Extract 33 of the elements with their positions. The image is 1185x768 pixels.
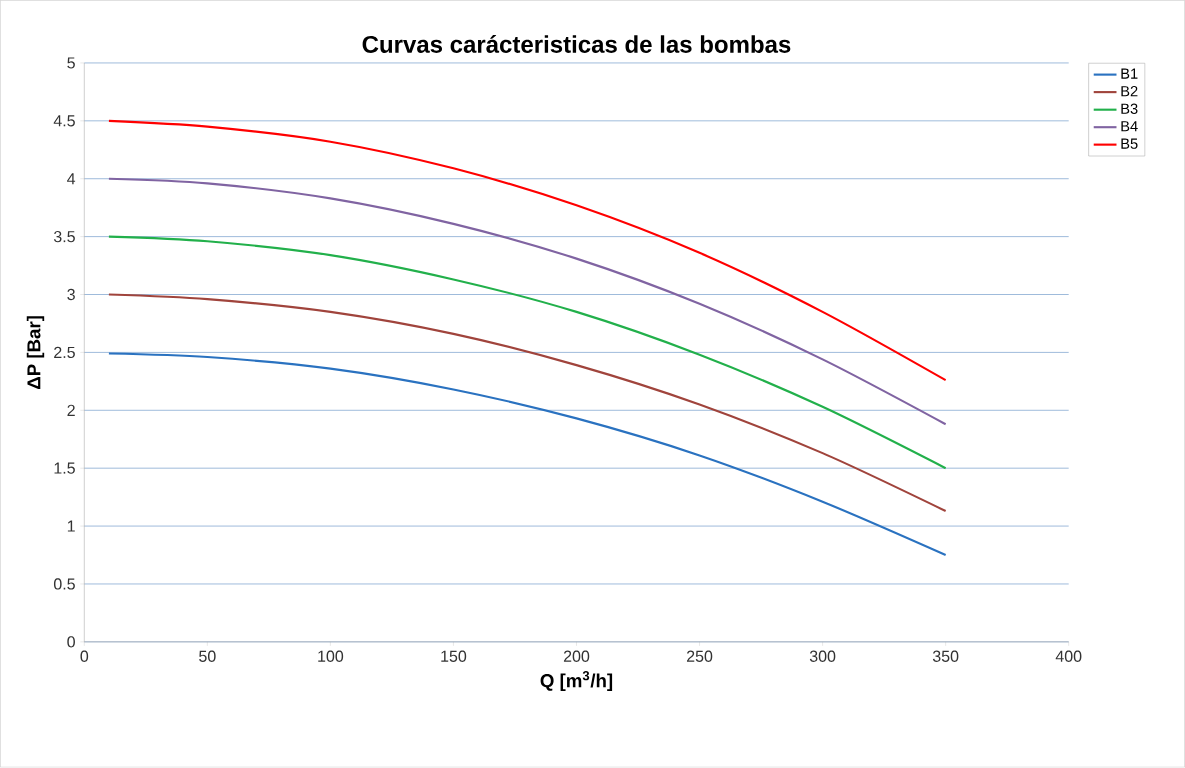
y-tick-label: 2.5 <box>54 346 75 359</box>
x-tick-label: 100 <box>318 650 344 663</box>
y-tick-label: 1.5 <box>54 462 75 475</box>
line-series <box>107 177 947 426</box>
x-tick-label: 400 <box>1055 650 1082 663</box>
y-tick-label: 3.5 <box>53 231 75 243</box>
legend-label: B1 <box>1121 68 1138 79</box>
line-series <box>107 352 947 557</box>
x-axis-title: Q [m$^{3}$/h] <box>540 671 613 692</box>
legend-label: B3 <box>1121 103 1138 115</box>
y-tick-label: 5 <box>67 57 75 69</box>
legend-label: B4 <box>1121 121 1138 132</box>
x-tick-label: 250 <box>686 650 713 663</box>
line-series <box>107 235 947 470</box>
y-axis-title: ΔP [Bar] <box>26 316 45 390</box>
line-series <box>107 293 947 513</box>
line-series <box>107 120 947 382</box>
x-tick-label: 200 <box>563 650 590 663</box>
y-tick-label: 0 <box>67 636 75 648</box>
y-tick-label: 1 <box>67 520 75 532</box>
x-tick-label: 0 <box>80 650 89 663</box>
y-tick-label: 4.5 <box>53 115 75 127</box>
x-tick-label: 150 <box>441 650 467 663</box>
chart-title: Curvas carácteristicas de las bombas <box>362 35 791 54</box>
x-tick-label: 300 <box>809 650 836 663</box>
x-tick-label: 50 <box>199 650 216 663</box>
y-tick-label: 4 <box>67 173 76 185</box>
x-tick-label: 350 <box>932 650 959 663</box>
legend-label: B2 <box>1121 86 1138 97</box>
y-tick-label: 0.5 <box>53 578 75 590</box>
legend-label: B5 <box>1121 138 1138 150</box>
y-tick-label: 3 <box>67 289 75 301</box>
y-tick-label: 2 <box>67 404 75 417</box>
